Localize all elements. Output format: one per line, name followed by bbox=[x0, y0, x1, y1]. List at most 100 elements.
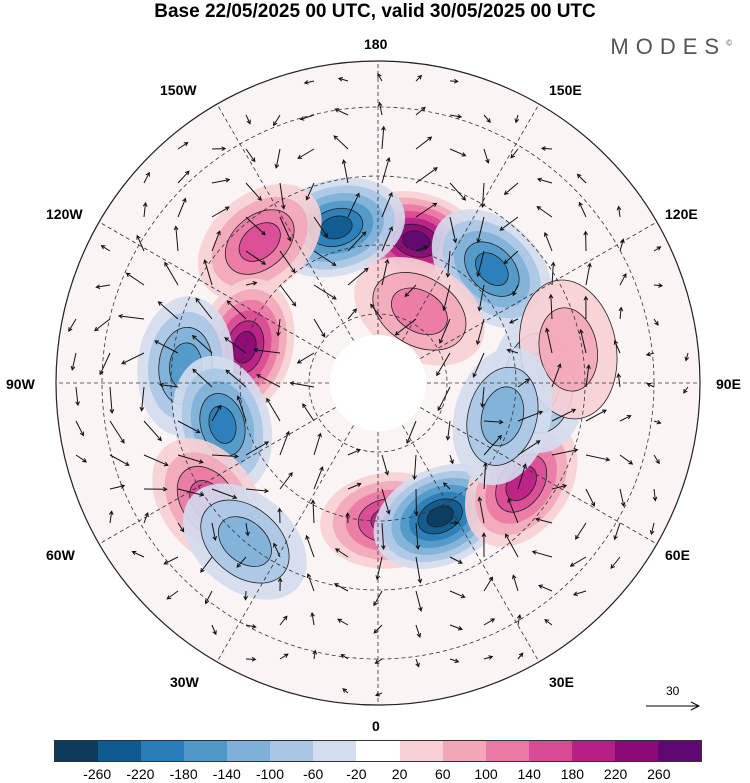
wind-vector bbox=[299, 114, 315, 121]
lon-label-120e: 120E bbox=[665, 206, 698, 222]
colorbar-tick-label: 100 bbox=[474, 766, 498, 782]
wind-vector bbox=[211, 206, 230, 218]
wind-vector bbox=[333, 583, 349, 592]
wind-vector bbox=[143, 511, 149, 524]
wind-vector bbox=[503, 250, 519, 265]
wind-vector bbox=[517, 440, 541, 456]
wind-vector bbox=[273, 114, 281, 127]
wind-vector bbox=[649, 522, 655, 536]
colorbar-swatch bbox=[442, 741, 486, 761]
wind-vector bbox=[142, 201, 148, 218]
wind-vector bbox=[211, 624, 217, 636]
wind-vector bbox=[540, 146, 553, 151]
colorbar-swatch bbox=[657, 741, 701, 761]
wind-vector bbox=[551, 363, 562, 388]
wind-vector bbox=[276, 318, 281, 337]
wind-vector bbox=[211, 177, 231, 184]
anomaly-cell bbox=[354, 256, 485, 366]
colorbar-swatch bbox=[184, 741, 228, 761]
wind-vector bbox=[143, 171, 150, 184]
colorbar-swatch bbox=[614, 741, 658, 761]
lon-label-90w: 90W bbox=[6, 376, 35, 392]
wind-vector bbox=[572, 590, 587, 597]
wind-vector bbox=[245, 114, 251, 125]
wind-vector bbox=[236, 395, 247, 422]
wind-vector bbox=[310, 499, 316, 524]
wind-vector bbox=[236, 556, 247, 568]
wind-vector bbox=[313, 216, 328, 238]
colorbar-swatch bbox=[98, 741, 142, 761]
wind-vector bbox=[548, 293, 554, 320]
wind-vector bbox=[347, 231, 367, 252]
lon-label-30w: 30W bbox=[170, 674, 199, 690]
wind-vector bbox=[483, 419, 504, 425]
map-border bbox=[55, 60, 701, 706]
wind-vector bbox=[125, 272, 145, 286]
wind-vector bbox=[225, 369, 247, 388]
wind-vector bbox=[545, 327, 553, 354]
wind-vector bbox=[480, 182, 486, 209]
wind-vector bbox=[652, 488, 658, 502]
wind-vector bbox=[445, 420, 451, 441]
wind-vector bbox=[585, 454, 611, 462]
wind-vector bbox=[277, 507, 283, 524]
colorbar-swatch bbox=[485, 741, 529, 761]
wind-vector bbox=[646, 382, 655, 388]
wind-vector bbox=[306, 573, 315, 592]
wind-vector bbox=[483, 655, 494, 660]
wind-vector bbox=[578, 201, 587, 218]
wind-vector bbox=[192, 368, 213, 388]
lon-label-150w: 150W bbox=[160, 82, 197, 98]
wind-vector bbox=[177, 141, 189, 150]
anomaly-contour bbox=[238, 222, 281, 262]
wind-vector bbox=[499, 216, 519, 231]
wind-vector bbox=[436, 352, 451, 377]
meridian-line bbox=[98, 221, 379, 384]
wind-vector bbox=[68, 318, 77, 333]
colorbar-tick-label: 260 bbox=[647, 766, 671, 782]
wind-vector bbox=[226, 300, 247, 320]
wind-vector bbox=[177, 454, 204, 464]
wind-vector bbox=[75, 454, 88, 463]
colorbar-tick-label: 20 bbox=[391, 766, 408, 782]
wind-vector bbox=[585, 409, 607, 422]
colorbar-tick-label: -260 bbox=[83, 766, 112, 782]
wind-vector bbox=[345, 512, 351, 524]
wind-vector bbox=[289, 381, 315, 388]
anomaly-contour bbox=[320, 215, 353, 240]
wind-vector bbox=[415, 556, 423, 584]
wind-vector bbox=[297, 148, 315, 159]
wind-vector bbox=[579, 328, 587, 354]
wind-vector bbox=[377, 101, 383, 116]
wind-vector bbox=[204, 590, 213, 605]
colorbar-tick-label: 220 bbox=[603, 766, 628, 782]
wind-vector bbox=[653, 454, 660, 465]
colorbar-tick-label: 60 bbox=[435, 766, 451, 782]
wind-vector bbox=[143, 454, 169, 467]
wind-vector bbox=[173, 225, 179, 252]
wind-vector bbox=[483, 462, 488, 490]
wind-vector bbox=[109, 420, 125, 444]
wind-vector bbox=[550, 261, 556, 286]
wind-vector bbox=[510, 148, 519, 159]
wind-vector bbox=[347, 308, 358, 320]
anomaly-contour bbox=[538, 307, 598, 392]
wind-vector bbox=[536, 206, 553, 218]
colorbar-tick-label: -100 bbox=[255, 766, 285, 782]
wind-vector bbox=[154, 340, 179, 354]
wind-vector bbox=[415, 202, 438, 218]
wind-vector bbox=[475, 318, 485, 346]
colorbar-swatch bbox=[356, 741, 400, 761]
wind-vector bbox=[203, 259, 213, 286]
wind-vector bbox=[266, 397, 281, 422]
wind-vector bbox=[483, 114, 491, 124]
reference-arrow-icon bbox=[646, 701, 701, 711]
wind-vector bbox=[310, 611, 315, 626]
brand-mark: © bbox=[726, 38, 732, 48]
wind-vector bbox=[164, 261, 179, 286]
wind-vector bbox=[483, 576, 494, 592]
colorbar-tick-label: -60 bbox=[303, 766, 324, 782]
wind-vector bbox=[437, 386, 451, 412]
wind-vector bbox=[477, 496, 485, 524]
wind-vector bbox=[108, 510, 114, 524]
